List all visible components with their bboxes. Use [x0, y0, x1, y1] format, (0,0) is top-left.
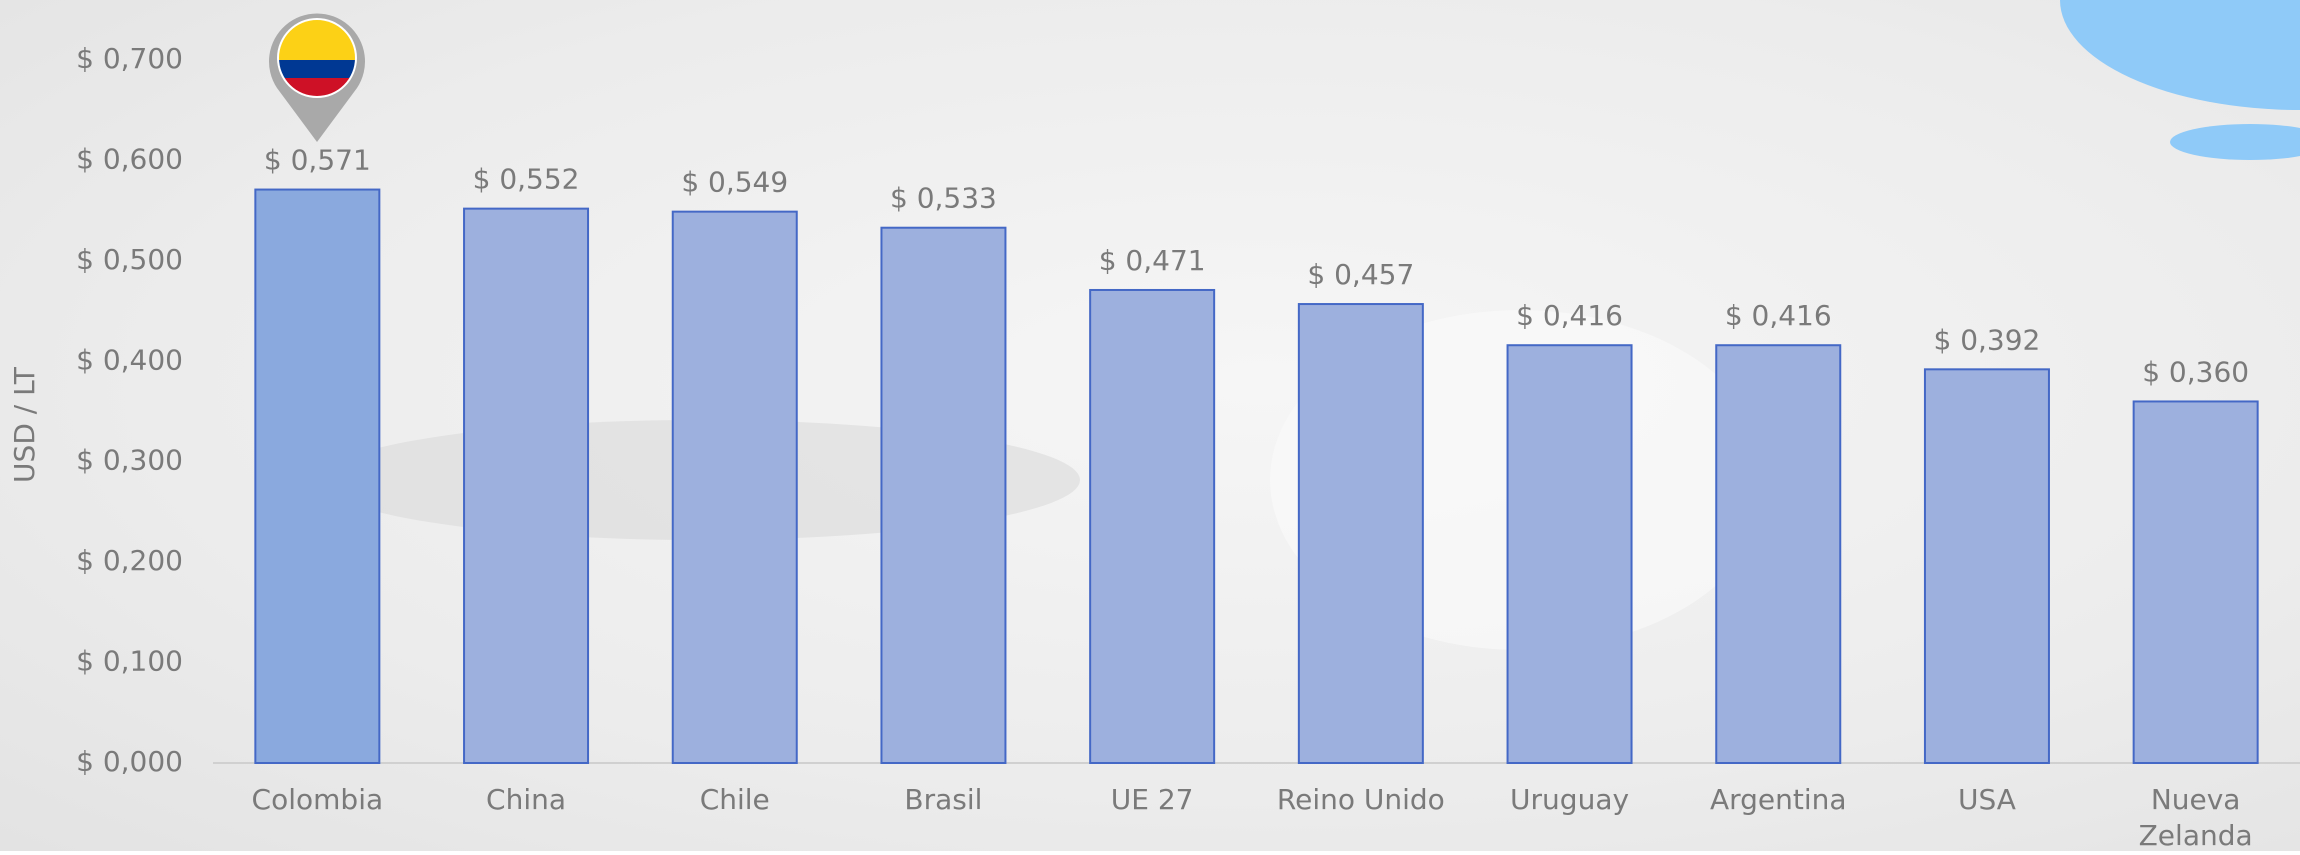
data-label: $ 0,571: [264, 144, 371, 177]
y-tick-label: $ 0,300: [76, 444, 183, 477]
x-tick-label: Colombia: [252, 783, 384, 816]
y-tick-label: $ 0,500: [76, 243, 183, 276]
blob: [2170, 124, 2300, 160]
data-label: $ 0,360: [2142, 355, 2249, 388]
data-label: $ 0,549: [681, 166, 788, 199]
y-axis-label: USD / LT: [8, 366, 41, 483]
data-label: $ 0,416: [1725, 299, 1832, 332]
bar: [880, 226, 1007, 765]
y-tick-label: $ 0,200: [76, 544, 183, 577]
data-label: $ 0,471: [1099, 244, 1206, 277]
x-tick-label: Argentina: [1710, 783, 1847, 816]
data-label: $ 0,457: [1307, 258, 1414, 291]
bar: [1923, 368, 2050, 764]
y-tick-label: $ 0,700: [76, 42, 183, 75]
data-label: $ 0,552: [473, 163, 580, 196]
x-tick-label: UE 27: [1111, 783, 1194, 816]
y-tick-label: $ 0,400: [76, 343, 183, 376]
y-tick-label: $ 0,100: [76, 645, 183, 678]
flag-marker: [269, 13, 365, 143]
x-tick-label: Chile: [700, 783, 770, 816]
y-tick-label: $ 0,600: [76, 142, 183, 175]
bar: [2132, 400, 2259, 764]
x-tick-label: China: [486, 783, 566, 816]
bar: [1715, 344, 1842, 764]
data-label: $ 0,533: [890, 182, 997, 215]
bar: [1297, 303, 1424, 764]
y-tick-label: $ 0,000: [76, 745, 183, 778]
data-label: $ 0,416: [1516, 299, 1623, 332]
x-tick-label: Nueva Zelanda: [2139, 783, 2253, 851]
bar: [1506, 344, 1633, 764]
x-tick-label: Brasil: [904, 783, 982, 816]
bar: [1089, 288, 1216, 764]
data-label: $ 0,392: [1934, 323, 2041, 356]
x-tick-label: Uruguay: [1510, 783, 1629, 816]
x-tick-label: Reino Unido: [1277, 783, 1445, 816]
blob: [2060, 0, 2300, 110]
bar: [254, 188, 381, 764]
bar: [463, 207, 590, 765]
bar: [671, 210, 798, 764]
x-tick-label: USA: [1958, 783, 2016, 816]
